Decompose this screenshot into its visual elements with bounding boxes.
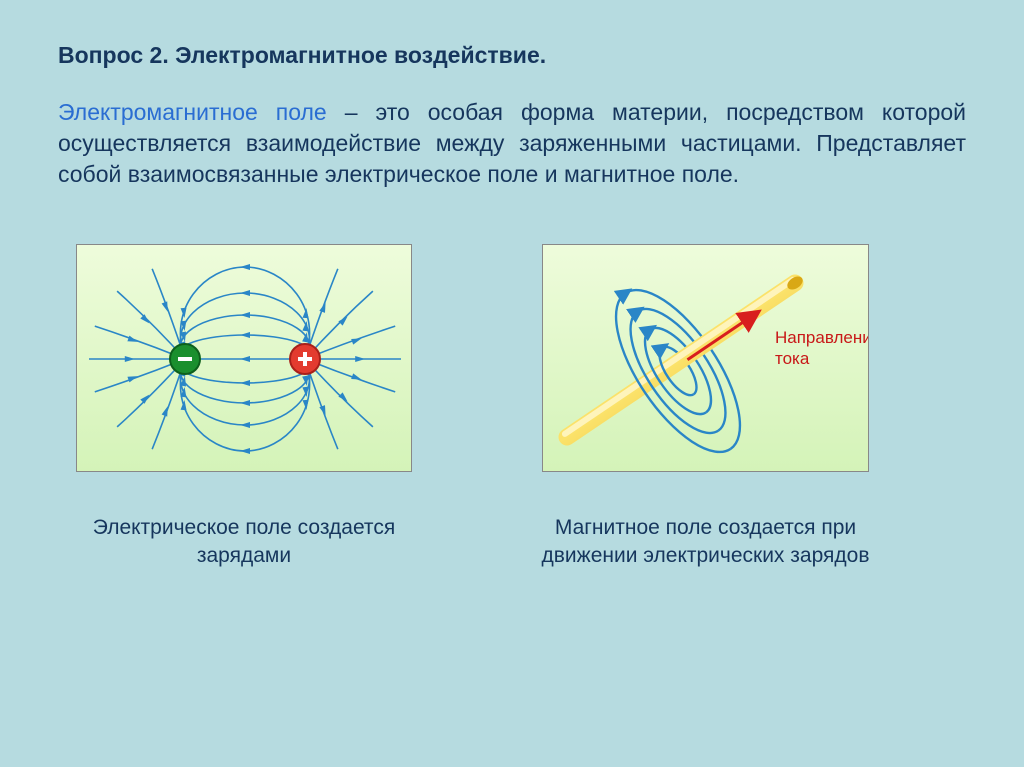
- svg-text:тока: тока: [775, 349, 810, 368]
- caption-right: Магнитное поле создается при движении эл…: [522, 514, 889, 571]
- definition-paragraph: Электромагнитное поле – это особая форма…: [58, 97, 966, 190]
- magnetic-field-svg: Направление тока: [543, 245, 869, 472]
- term-emf: Электромагнитное поле: [58, 99, 327, 125]
- electric-field-svg: [77, 245, 412, 472]
- figure-right-col: Направление тока Магнитное поле создается…: [522, 244, 889, 571]
- magnetic-field-figure: Направление тока: [542, 244, 869, 472]
- figure-left-col: Электрическое поле создается зарядами: [76, 244, 412, 571]
- section-heading: Вопрос 2. Электромагнитное воздействие.: [58, 42, 966, 69]
- caption-left: Электрическое поле создается зарядами: [81, 514, 407, 571]
- svg-text:Направление: Направление: [775, 328, 869, 347]
- electric-field-figure: [76, 244, 412, 472]
- figures-row: Электрическое поле создается зарядами На…: [58, 244, 966, 571]
